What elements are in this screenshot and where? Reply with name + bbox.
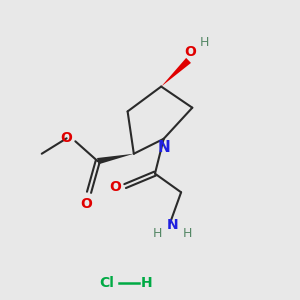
Text: O: O [109, 180, 121, 194]
Text: Cl: Cl [99, 276, 114, 290]
Text: N: N [167, 218, 178, 232]
Text: O: O [81, 196, 92, 211]
Text: H: H [199, 37, 209, 50]
Polygon shape [97, 154, 134, 164]
Text: N: N [157, 140, 170, 155]
Text: O: O [184, 45, 196, 59]
Text: H: H [152, 227, 162, 240]
Polygon shape [161, 58, 191, 86]
Text: H: H [140, 276, 152, 290]
Text: O: O [61, 131, 73, 145]
Text: H: H [183, 227, 193, 240]
